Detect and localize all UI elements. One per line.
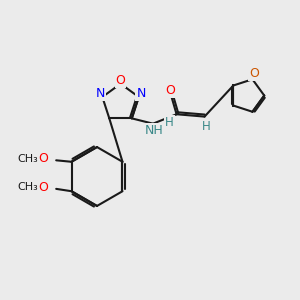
Text: O: O [249, 68, 259, 80]
Text: N: N [95, 87, 105, 100]
Text: NH: NH [145, 124, 164, 137]
Text: O: O [116, 74, 125, 87]
Text: H: H [202, 119, 210, 133]
Text: N: N [136, 87, 146, 100]
Text: O: O [38, 152, 48, 165]
Text: O: O [38, 181, 48, 194]
Text: CH₃: CH₃ [18, 154, 39, 164]
Text: H: H [165, 116, 174, 129]
Text: O: O [165, 84, 175, 97]
Text: CH₃: CH₃ [18, 182, 39, 192]
